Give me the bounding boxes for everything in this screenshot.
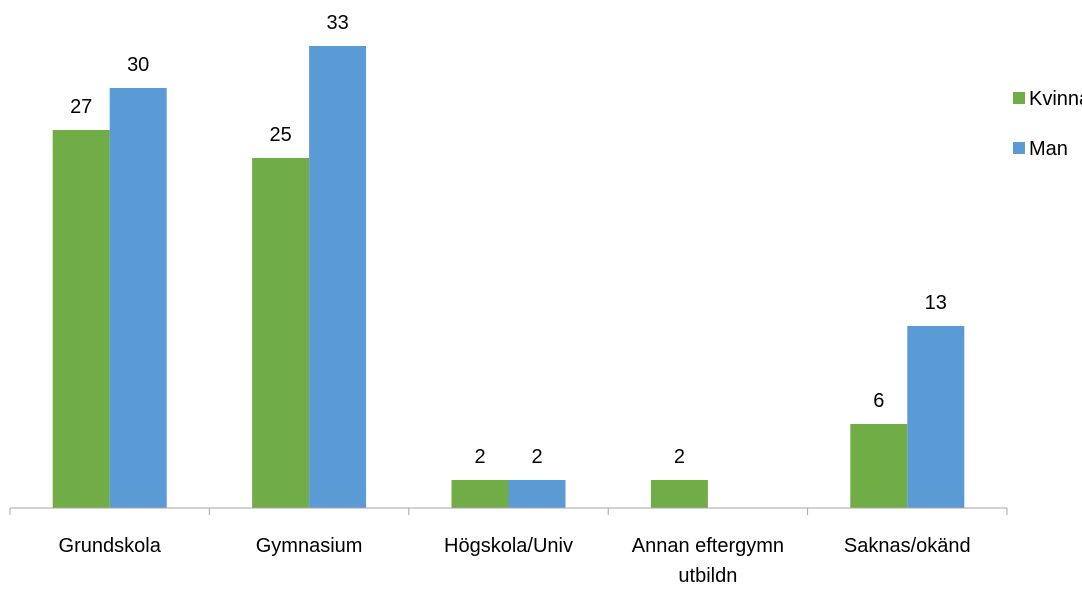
data-label-man-grundskola: 30 — [127, 54, 149, 76]
bar-man-hogskola-univ — [508, 480, 566, 508]
tick-label-hogskola-univ: Högskola/Univ — [444, 535, 573, 557]
bar-kvinna-saknas-okand — [850, 424, 908, 508]
data-labels: 27 30 25 33 2 2 2 6 13 — [70, 12, 947, 468]
bar-kvinna-grundskola — [52, 130, 110, 508]
legend-swatch-man — [1013, 142, 1025, 154]
data-label-kvinna-annan-eftergymn-utbildn: 2 — [674, 446, 685, 468]
tick-label-grundskola: Grundskola — [59, 535, 162, 557]
tick-label-saknas-okand: Saknas/okänd — [844, 535, 971, 557]
bar-kvinna-hogskola-univ — [451, 480, 509, 508]
bars — [52, 46, 965, 508]
tick-label-gymnasium: Gymnasium — [256, 535, 363, 557]
legend: Kvinna Man — [1013, 88, 1082, 160]
data-label-man-gymnasium: 33 — [326, 12, 348, 34]
legend-label-kvinna: Kvinna — [1029, 88, 1082, 110]
legend-swatch-kvinna — [1013, 92, 1025, 104]
data-label-man-hogskola-univ: 2 — [531, 446, 542, 468]
data-label-kvinna-grundskola: 27 — [70, 96, 92, 118]
category-axis: Grundskola Gymnasium Högskola/Univ Annan ef… — [9, 507, 1008, 587]
legend-label-man: Man — [1029, 138, 1068, 160]
data-label-kvinna-hogskola-univ: 2 — [474, 446, 485, 468]
tick-label-annan-eftergymn-utbildn: Annan eftergymn utbildn — [632, 535, 784, 587]
data-label-man-saknas-okand: 13 — [925, 292, 947, 314]
data-label-kvinna-saknas-okand: 6 — [873, 390, 884, 412]
bar-kvinna-gymnasium — [252, 158, 310, 508]
bar-man-gymnasium — [309, 46, 367, 508]
bar-man-saknas-okand — [907, 326, 965, 508]
data-label-kvinna-gymnasium: 25 — [269, 124, 291, 146]
bar-man-grundskola — [109, 88, 167, 508]
bar-kvinna-annan-eftergymn-utbildn — [650, 480, 708, 508]
